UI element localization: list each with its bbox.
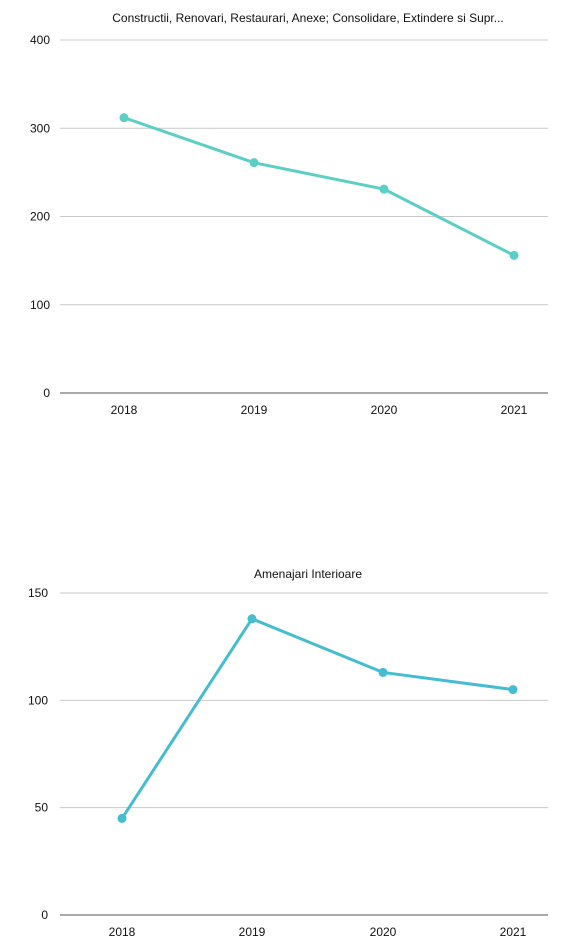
- y-tick-label: 0: [41, 908, 48, 922]
- data-point: [379, 184, 389, 194]
- chart-amenajari: Amenajari Interioare 0 50 100 150 2018 2019 20…: [0, 555, 562, 939]
- data-point: [508, 685, 518, 695]
- x-tick-label: 2019: [241, 403, 268, 417]
- data-point: [117, 813, 127, 823]
- x-tick-label: 2021: [500, 925, 527, 939]
- y-tick-label: 400: [30, 33, 50, 47]
- y-tick-label: 200: [30, 210, 50, 224]
- series-line: [120, 617, 515, 820]
- chart-constructii: Constructii, Renovari, Restaurari, Anexe…: [0, 0, 562, 420]
- x-tick-label: 2021: [501, 403, 528, 417]
- x-tick-label: 2018: [111, 403, 138, 417]
- chart-1-svg: Constructii, Renovari, Restaurari, Anexe…: [30, 11, 548, 417]
- x-tick-label: 2020: [371, 403, 398, 417]
- y-tick-label: 50: [35, 801, 49, 815]
- data-point: [119, 113, 129, 123]
- chart-2-svg: Amenajari Interioare 0 50 100 150 2018 2019 20…: [28, 567, 548, 939]
- series-line: [122, 116, 516, 257]
- x-tick-label: 2019: [239, 925, 266, 939]
- x-tick-label: 2020: [370, 925, 397, 939]
- data-point: [378, 667, 388, 677]
- chart-title: Amenajari Interioare: [254, 567, 362, 581]
- y-tick-label: 150: [28, 586, 48, 600]
- y-tick-label: 100: [28, 693, 48, 707]
- y-tick-label: 100: [30, 298, 50, 312]
- y-tick-label: 300: [30, 121, 50, 135]
- data-point: [249, 158, 259, 168]
- chart-title: Constructii, Renovari, Restaurari, Anexe…: [112, 11, 504, 25]
- x-tick-label: 2018: [109, 925, 136, 939]
- data-point: [247, 614, 257, 624]
- y-tick-label: 0: [43, 386, 50, 400]
- data-point: [509, 250, 519, 260]
